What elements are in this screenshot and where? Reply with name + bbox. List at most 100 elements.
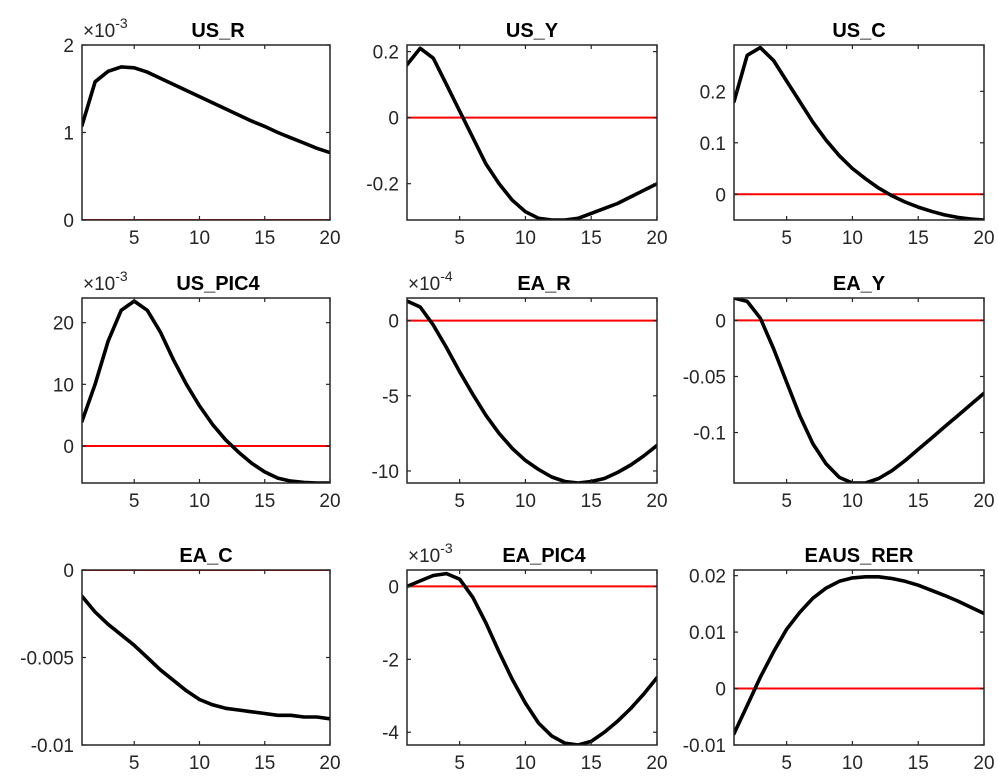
x-tick-label: 10 (515, 228, 536, 249)
axes-box (733, 569, 985, 746)
axis-exponent: ×10-3 (83, 15, 128, 42)
x-tick-label: 15 (581, 753, 602, 774)
axes-box (81, 44, 331, 221)
axis-exponent: ×10-3 (83, 268, 128, 295)
y-tick-label: 2 (63, 36, 74, 57)
y-tick-label: -5 (382, 387, 399, 408)
response-line (734, 45, 984, 220)
x-tick-label: 15 (908, 753, 929, 774)
y-tick-label: -0.01 (683, 736, 726, 757)
response-line (82, 299, 330, 483)
x-tick-label: 10 (515, 491, 536, 512)
subplot-title: US_R (191, 20, 245, 42)
subplot-title: EA_Y (833, 273, 886, 295)
y-tick-label: 0.2 (700, 82, 726, 103)
x-tick-label: 10 (189, 491, 210, 512)
y-tick-label: 0.2 (373, 43, 399, 64)
y-tick-label: 0.01 (689, 623, 726, 644)
axes-box (733, 44, 985, 221)
axes-box (81, 297, 331, 484)
y-tick-label: 0 (63, 561, 74, 582)
x-tick-label: 20 (646, 228, 667, 249)
y-tick-label: 20 (53, 314, 74, 335)
response-line (82, 65, 330, 155)
subplot-title: US_C (832, 20, 885, 42)
axes-box (406, 297, 658, 484)
subplot-us_pic4: 5 10 15 20 0 10 20 ×10-3 US_PIC4 (53, 268, 341, 512)
response-line (407, 299, 657, 483)
x-tick-label: 15 (908, 491, 929, 512)
x-tick-label: 15 (254, 491, 275, 512)
x-tick-label: 20 (646, 753, 667, 774)
y-tick-label: 0 (715, 185, 726, 206)
y-tick-label: 0 (715, 311, 726, 332)
subplot-ea_pic4: 5 10 15 20 -4 -2 0 ×10-3 EA_PIC4 (382, 540, 667, 774)
x-tick-label: 10 (515, 753, 536, 774)
subplot-us_y: 5 10 15 20 -0.2 0 0.2 US_Y (366, 20, 667, 249)
response-line (734, 298, 984, 483)
y-tick-label: 0 (63, 211, 74, 232)
y-tick-label: 0.1 (700, 134, 726, 155)
y-tick-label: -0.2 (366, 175, 399, 196)
x-tick-label: 20 (973, 228, 994, 249)
y-tick-label: -4 (382, 723, 399, 744)
subplot-title: EA_C (179, 545, 232, 567)
x-tick-label: 15 (254, 228, 275, 249)
y-tick-label: 0 (715, 680, 726, 701)
y-tick-label: 1 (63, 124, 74, 145)
subplot-us_r: 5 10 15 20 0 1 2 ×10-3 US_R (63, 15, 340, 249)
subplot-ea_c: 5 10 15 20 -0.01 -0.005 0 EA_C (20, 545, 340, 774)
x-tick-label: 5 (781, 491, 792, 512)
axis-exponent: ×10-4 (408, 268, 453, 295)
response-line (82, 594, 330, 721)
x-tick-label: 5 (129, 228, 140, 249)
axes-box (733, 297, 985, 484)
x-tick-label: 5 (454, 491, 465, 512)
subplot-title: US_PIC4 (176, 273, 260, 295)
x-tick-label: 20 (646, 491, 667, 512)
y-tick-label: -0.01 (31, 736, 74, 757)
x-tick-label: 5 (781, 753, 792, 774)
x-tick-label: 20 (973, 491, 994, 512)
y-tick-label: 0.02 (689, 567, 726, 588)
x-tick-label: 15 (254, 753, 275, 774)
subplot-title: EAUS_RER (805, 545, 914, 567)
x-tick-label: 5 (129, 753, 140, 774)
x-tick-label: 15 (908, 228, 929, 249)
y-tick-label: 0 (63, 437, 74, 458)
x-tick-label: 5 (781, 228, 792, 249)
axis-exponent: ×10-3 (408, 540, 453, 567)
x-tick-label: 20 (319, 228, 340, 249)
subplot-title: EA_R (517, 273, 571, 295)
x-tick-label: 10 (189, 228, 210, 249)
subplot-us_c: 5 10 15 20 0 0.1 0.2 US_C (700, 20, 995, 249)
y-tick-label: -0.05 (683, 367, 726, 388)
y-tick-label: 10 (53, 375, 74, 396)
y-tick-label: -0.005 (20, 649, 74, 670)
subplot-ea_y: 5 10 15 20 -0.1 -0.05 0 EA_Y (683, 273, 995, 512)
x-tick-label: 5 (454, 228, 465, 249)
x-tick-label: 20 (973, 753, 994, 774)
axes-box (406, 569, 658, 746)
x-tick-label: 15 (581, 228, 602, 249)
subplot-ea_r: 5 10 15 20 -10 -5 0 ×10-4 EA_R (372, 268, 668, 512)
x-tick-label: 10 (189, 753, 210, 774)
y-tick-label: -10 (372, 462, 399, 483)
y-tick-label: -0.1 (693, 424, 726, 445)
x-tick-label: 10 (842, 491, 863, 512)
y-tick-label: -2 (382, 650, 399, 671)
x-tick-label: 10 (842, 753, 863, 774)
y-tick-label: 0 (388, 312, 399, 333)
x-tick-label: 20 (319, 491, 340, 512)
axes-box (81, 569, 331, 746)
response-line (407, 571, 657, 745)
x-tick-label: 5 (454, 753, 465, 774)
response-line (734, 574, 984, 736)
x-tick-label: 5 (129, 491, 140, 512)
response-line (407, 46, 657, 220)
x-tick-label: 10 (842, 228, 863, 249)
subplot-title: US_Y (506, 20, 559, 42)
y-tick-label: 0 (388, 577, 399, 598)
x-tick-label: 20 (319, 753, 340, 774)
